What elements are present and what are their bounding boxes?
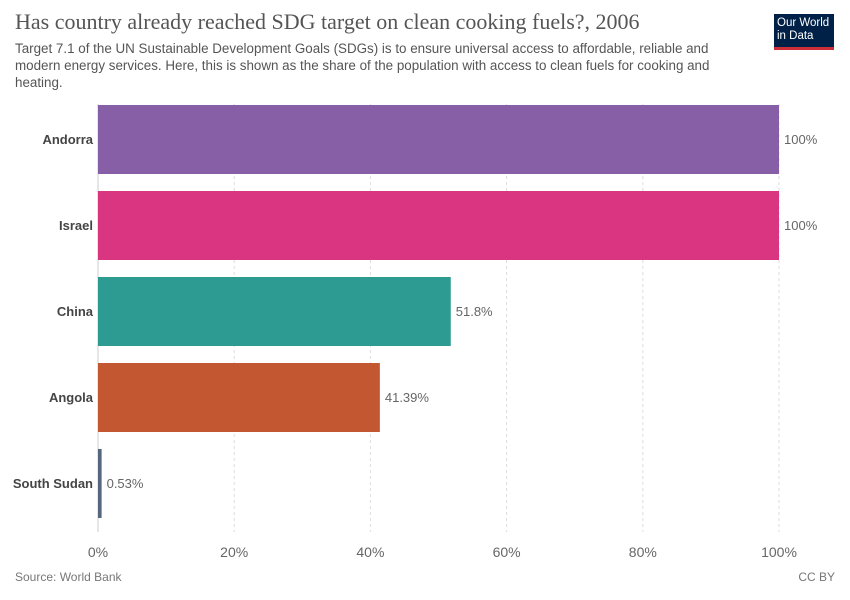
logo-line-2: in Data — [777, 30, 814, 42]
x-tick-label: 40% — [356, 544, 384, 560]
x-tick-label: 80% — [629, 544, 657, 560]
chart-title: Has country already reached SDG target o… — [15, 9, 640, 34]
x-tick-label: 0% — [88, 544, 108, 560]
bar-angola — [98, 363, 380, 432]
value-label: 41.39% — [385, 390, 430, 405]
value-labels: 100% 100% 51.8% 41.39% 0.53% — [107, 132, 818, 491]
bar-south-sudan — [98, 449, 102, 518]
x-axis-ticks: 0% 20% 40% 60% 80% 100% — [88, 544, 797, 560]
source-note[interactable]: Source: World Bank — [15, 570, 122, 584]
bar-israel — [98, 191, 779, 260]
chart-subtitle: Target 7.1 of the UN Sustainable Develop… — [15, 41, 710, 90]
bars — [98, 105, 779, 518]
category-label: Israel — [59, 218, 93, 233]
category-labels: Andorra Israel China Angola South Sudan — [13, 132, 94, 491]
owid-logo[interactable]: Our World in Data — [774, 14, 834, 50]
value-label: 100% — [784, 218, 818, 233]
category-label: Andorra — [42, 132, 93, 147]
x-tick-label: 100% — [761, 544, 797, 560]
logo-line-1: Our World — [777, 17, 830, 29]
value-label: 51.8% — [456, 304, 493, 319]
value-label: 100% — [784, 132, 818, 147]
category-label: South Sudan — [13, 476, 93, 491]
category-label: China — [57, 304, 94, 319]
bar-china — [98, 277, 451, 346]
x-tick-label: 60% — [493, 544, 521, 560]
bar-andorra — [98, 105, 779, 174]
x-tick-label: 20% — [220, 544, 248, 560]
category-label: Angola — [49, 390, 94, 405]
value-label: 0.53% — [107, 476, 144, 491]
license-note[interactable]: CC BY — [798, 570, 835, 584]
